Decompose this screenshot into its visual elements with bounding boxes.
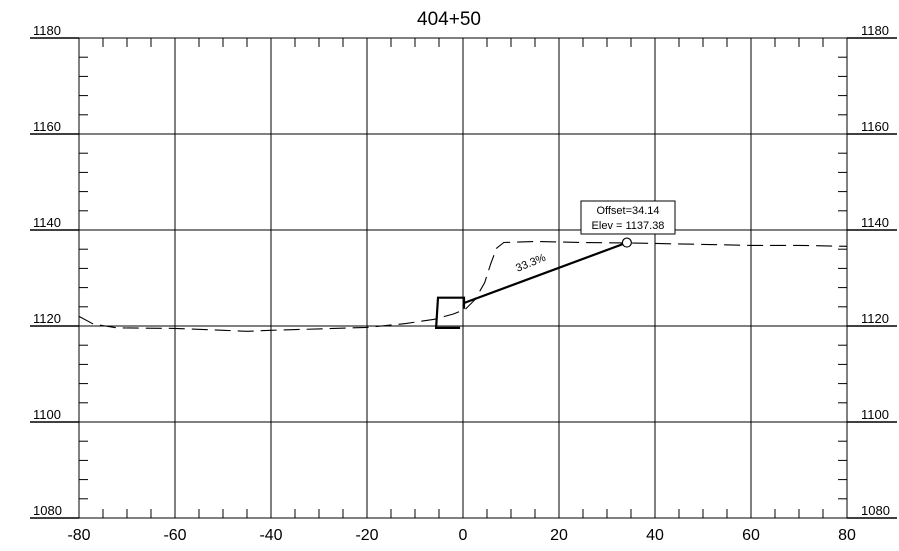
x-tick-label: 0 [459, 527, 468, 544]
y-tick-label-left: 1100 [33, 407, 61, 422]
point-marker [621, 237, 632, 248]
y-tick-label-right: 1180 [861, 23, 889, 38]
x-tick-label: -80 [67, 527, 90, 544]
annotation-offset: Offset=34.14 [596, 205, 659, 217]
y-tick-label-right: 1160 [861, 119, 889, 134]
y-tick-label-left: 1160 [33, 119, 61, 134]
x-tick-label: 20 [550, 527, 568, 544]
annotation-elev: Elev = 1137.38 [592, 220, 665, 232]
y-tick-label-left: 1140 [33, 215, 61, 230]
x-tick-label: -40 [259, 527, 282, 544]
existing-ground-line [78, 240, 848, 332]
y-tick-label-right: 1120 [861, 311, 889, 326]
slope-label: 33.3% [514, 252, 548, 275]
y-tick-label-right: 1080 [861, 503, 890, 518]
design-section-line [463, 241, 628, 305]
x-tick-label: -20 [355, 527, 378, 544]
x-tick-label: 80 [838, 527, 856, 544]
annotation-box [580, 200, 676, 235]
y-tick-label-left: 1120 [33, 311, 61, 326]
x-tick-label: -60 [163, 527, 186, 544]
chart-title: 404+50 [417, 9, 481, 30]
y-tick-label-right: 1100 [861, 407, 889, 422]
axis-labels: 1080 1080 1100 1100 1120 1120 1140 1140 1160 1160… [33, 23, 890, 544]
x-tick-label: 40 [646, 527, 664, 544]
grid [30, 37, 897, 519]
axis-ticks [79, 38, 847, 518]
y-tick-label-left: 1080 [33, 503, 62, 518]
point-annotation: Offset=34.14 Elev = 1137.38 [580, 200, 676, 235]
design-section-line [434, 296, 466, 329]
x-tick-label: 60 [742, 527, 760, 544]
y-tick-label-left: 1180 [33, 23, 61, 38]
y-tick-label-right: 1140 [861, 215, 889, 230]
series-layer [78, 237, 848, 332]
